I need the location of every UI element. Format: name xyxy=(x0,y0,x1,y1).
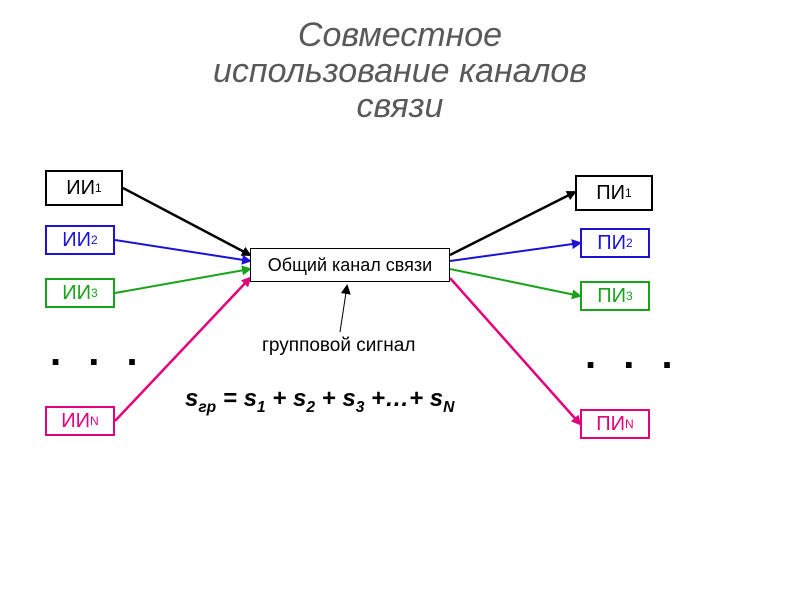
arrow-center-dstN xyxy=(450,278,580,424)
dest-node-N: ПИN xyxy=(580,409,650,439)
arrow-center-dst2 xyxy=(450,243,580,261)
shared-channel-box: Общий канал связи xyxy=(250,248,450,282)
dest-node-2: ПИ2 xyxy=(580,228,650,258)
dest-node-3: ПИ3 xyxy=(580,281,650,311)
source-node-N: ИИN xyxy=(45,406,115,436)
group-signal-text: групповой сигнал xyxy=(262,335,415,356)
arrow-center-dst3 xyxy=(450,269,580,296)
caption-arrow xyxy=(340,286,347,332)
shared-channel-label: Общий канал связи xyxy=(268,255,432,276)
arrow-src1-center xyxy=(123,188,250,255)
title-line-2: использование каналов xyxy=(0,54,800,90)
arrow-center-dst1 xyxy=(450,192,575,255)
arrow-src2-center xyxy=(115,240,250,261)
title-line-1: Совместное xyxy=(0,18,800,54)
source-node-3: ИИ3 xyxy=(45,278,115,308)
group-signal-formula: sгр = s1 + s2 + s3 +…+ sN xyxy=(185,385,454,417)
ellipsis-right: . . . xyxy=(585,333,681,378)
source-node-1: ИИ1 xyxy=(45,170,123,206)
source-node-2: ИИ2 xyxy=(45,225,115,255)
group-signal-caption: групповой сигнал xyxy=(262,335,415,357)
dest-node-1: ПИ1 xyxy=(575,175,653,211)
arrow-src3-center xyxy=(115,269,250,293)
ellipsis-left: . . . xyxy=(50,330,146,375)
diagram-title: Совместное использование каналов связи xyxy=(0,18,800,125)
title-line-3: связи xyxy=(0,89,800,125)
